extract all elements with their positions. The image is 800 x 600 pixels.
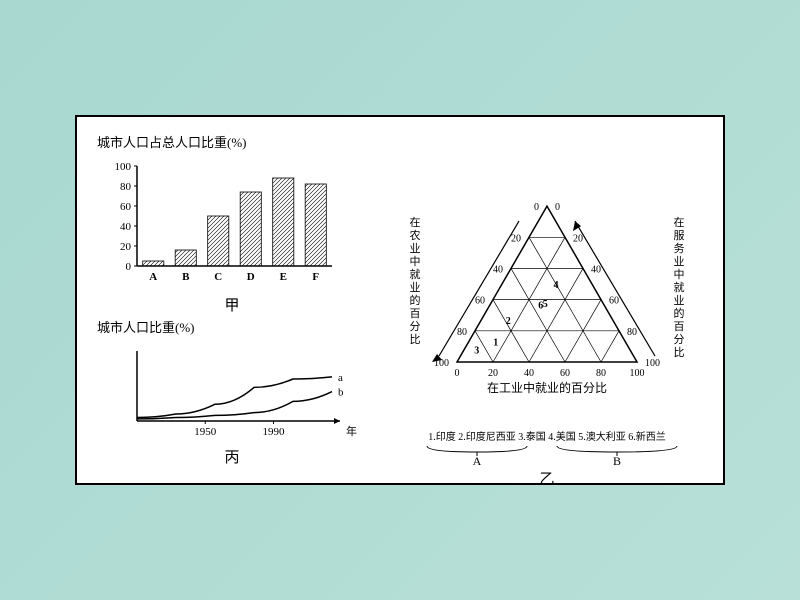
svg-text:80: 80 <box>627 327 637 338</box>
svg-text:80: 80 <box>457 327 467 338</box>
svg-text:40: 40 <box>591 264 601 275</box>
svg-text:0: 0 <box>534 202 539 213</box>
svg-text:100: 100 <box>645 358 660 369</box>
line-chart-title: 城市人口比重(%) <box>97 317 367 336</box>
svg-text:务: 务 <box>674 242 685 255</box>
svg-text:100: 100 <box>630 368 645 379</box>
svg-text:60: 60 <box>475 296 485 307</box>
svg-text:在: 在 <box>674 216 685 229</box>
svg-text:C: C <box>214 271 222 283</box>
svg-text:3: 3 <box>474 346 479 357</box>
ternary-chart-yi: 100100808060604040202000020406080100在工业中… <box>387 132 707 472</box>
svg-text:服: 服 <box>674 229 685 242</box>
svg-text:业: 业 <box>674 294 685 307</box>
svg-text:的: 的 <box>674 306 685 320</box>
svg-text:0: 0 <box>126 261 132 273</box>
svg-text:1: 1 <box>493 338 498 349</box>
svg-text:40: 40 <box>524 368 534 379</box>
svg-text:百: 百 <box>410 308 421 320</box>
svg-text:4: 4 <box>554 280 559 291</box>
svg-text:20: 20 <box>573 233 583 244</box>
svg-text:比: 比 <box>410 333 421 346</box>
svg-text:a: a <box>338 372 343 384</box>
svg-text:40: 40 <box>120 221 132 233</box>
svg-text:的: 的 <box>410 293 421 307</box>
line-chart-caption: 丙 <box>97 446 367 467</box>
svg-text:A: A <box>473 454 482 466</box>
svg-text:在: 在 <box>410 216 421 229</box>
svg-text:b: b <box>338 387 344 399</box>
figure-panel: 城市人口占总人口比重(%) 020406080100 ABCDEF 甲 城市人口… <box>75 115 725 485</box>
svg-text:D: D <box>247 271 255 283</box>
svg-text:F: F <box>312 271 319 283</box>
svg-text:80: 80 <box>120 181 132 193</box>
svg-text:E: E <box>280 271 287 283</box>
svg-text:80: 80 <box>596 368 606 379</box>
line-chart-svg: 1950 1990 年 ab <box>97 336 367 441</box>
svg-text:20: 20 <box>511 233 521 244</box>
svg-text:业: 业 <box>410 242 421 255</box>
svg-text:业: 业 <box>410 281 421 294</box>
svg-text:20: 20 <box>488 368 498 379</box>
bar-chart-caption: 甲 <box>97 294 367 315</box>
svg-text:100: 100 <box>115 161 132 173</box>
svg-text:农: 农 <box>410 228 421 242</box>
ternary-legend: 1.印度 2.印度尼西亚 3.泰国 4.美国 5.澳大利亚 6.新西兰 AB <box>387 431 707 470</box>
svg-text:A: A <box>149 271 157 283</box>
svg-text:6: 6 <box>538 300 543 311</box>
ternary-svg: 100100808060604040202000020406080100在工业中… <box>387 132 707 432</box>
svg-text:比: 比 <box>674 346 685 359</box>
svg-text:百: 百 <box>674 321 685 333</box>
bar-chart-title: 城市人口占总人口比重(%) <box>97 132 367 151</box>
ternary-group-braces: AB <box>397 444 697 466</box>
svg-text:分: 分 <box>410 320 421 333</box>
svg-text:业: 业 <box>674 255 685 268</box>
svg-text:1950: 1950 <box>194 426 217 438</box>
svg-text:B: B <box>182 271 190 283</box>
svg-text:60: 60 <box>120 201 132 213</box>
svg-text:5: 5 <box>543 299 548 310</box>
bar-chart-jia: 城市人口占总人口比重(%) 020406080100 ABCDEF 甲 <box>97 132 367 307</box>
svg-text:年: 年 <box>346 424 357 438</box>
svg-text:分: 分 <box>674 333 685 346</box>
ternary-caption: 乙 <box>387 468 707 489</box>
svg-text:在工业中就业的百分比: 在工业中就业的百分比 <box>487 380 607 395</box>
svg-text:2: 2 <box>506 316 511 327</box>
svg-text:就: 就 <box>674 280 685 294</box>
bar-chart-svg: 0 20 40 60 80 100 A B C D E F <box>97 151 367 291</box>
svg-text:20: 20 <box>120 241 132 253</box>
line-chart-bing: 城市人口比重(%) 19501990年 ab 丙 <box>97 317 367 462</box>
svg-text:40: 40 <box>493 264 503 275</box>
svg-text:就: 就 <box>410 267 421 281</box>
svg-text:60: 60 <box>560 368 570 379</box>
svg-text:中: 中 <box>410 255 421 268</box>
svg-text:0: 0 <box>455 368 460 379</box>
svg-text:60: 60 <box>609 296 619 307</box>
svg-text:0: 0 <box>555 202 560 213</box>
svg-text:中: 中 <box>674 268 685 281</box>
svg-text:B: B <box>613 454 621 466</box>
svg-text:1990: 1990 <box>263 426 286 438</box>
